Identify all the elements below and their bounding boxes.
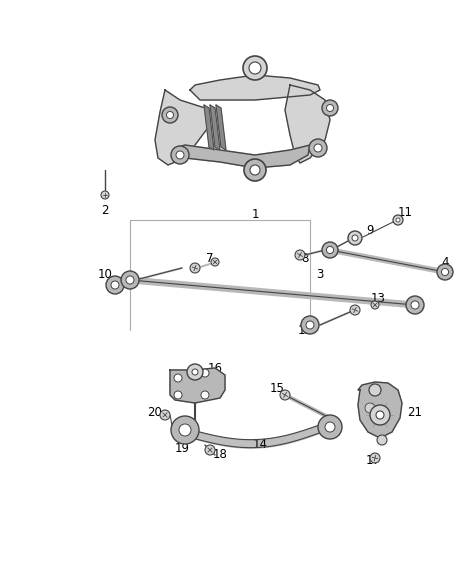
Circle shape — [201, 391, 209, 399]
Circle shape — [244, 159, 266, 181]
Circle shape — [372, 407, 382, 417]
Circle shape — [176, 151, 184, 159]
Circle shape — [371, 301, 379, 309]
Polygon shape — [358, 382, 402, 438]
Circle shape — [106, 276, 124, 294]
Text: 17: 17 — [365, 454, 381, 466]
Polygon shape — [172, 145, 310, 168]
Circle shape — [187, 364, 203, 380]
Text: 12: 12 — [298, 324, 312, 336]
Circle shape — [174, 391, 182, 399]
Circle shape — [379, 411, 389, 421]
Circle shape — [376, 411, 384, 419]
Text: 2: 2 — [101, 204, 109, 217]
Circle shape — [126, 276, 134, 284]
Polygon shape — [190, 75, 320, 100]
Text: 21: 21 — [408, 405, 422, 419]
Circle shape — [101, 191, 109, 199]
Circle shape — [249, 62, 261, 74]
Circle shape — [327, 247, 334, 254]
Text: 13: 13 — [371, 292, 385, 305]
Text: 16: 16 — [208, 362, 222, 374]
Text: 14: 14 — [253, 439, 267, 451]
Text: 9: 9 — [366, 224, 374, 236]
Circle shape — [250, 165, 260, 175]
Circle shape — [327, 105, 334, 112]
Text: 3: 3 — [316, 269, 324, 282]
Circle shape — [370, 453, 380, 463]
Circle shape — [162, 107, 178, 123]
Circle shape — [205, 445, 215, 455]
Text: 15: 15 — [270, 381, 284, 394]
Circle shape — [325, 422, 335, 432]
Circle shape — [411, 301, 419, 309]
Circle shape — [243, 56, 267, 80]
Circle shape — [370, 405, 390, 425]
Circle shape — [171, 146, 189, 164]
Text: 7: 7 — [206, 251, 214, 264]
Circle shape — [306, 321, 314, 329]
Circle shape — [201, 369, 209, 377]
Text: 8: 8 — [301, 251, 309, 264]
Polygon shape — [285, 85, 330, 163]
Circle shape — [192, 369, 198, 375]
Polygon shape — [216, 105, 226, 150]
Circle shape — [322, 100, 338, 116]
Circle shape — [365, 403, 375, 413]
Polygon shape — [204, 105, 214, 150]
Circle shape — [174, 374, 182, 382]
Text: 18: 18 — [212, 448, 228, 462]
Circle shape — [396, 218, 400, 222]
Circle shape — [309, 139, 327, 157]
Circle shape — [295, 250, 305, 260]
Circle shape — [377, 435, 387, 445]
Circle shape — [406, 296, 424, 314]
Circle shape — [280, 390, 290, 400]
Circle shape — [179, 424, 191, 436]
Circle shape — [318, 415, 342, 439]
Circle shape — [171, 416, 199, 444]
Circle shape — [352, 235, 358, 241]
Circle shape — [211, 258, 219, 266]
Circle shape — [190, 263, 200, 273]
Circle shape — [301, 316, 319, 334]
Text: 4: 4 — [441, 255, 449, 269]
Circle shape — [441, 269, 448, 275]
Circle shape — [166, 112, 173, 118]
Circle shape — [322, 242, 338, 258]
Circle shape — [314, 144, 322, 152]
Circle shape — [160, 410, 170, 420]
Text: 19: 19 — [174, 442, 190, 454]
Text: 1: 1 — [251, 209, 259, 221]
Polygon shape — [170, 368, 225, 403]
Text: 11: 11 — [398, 206, 412, 220]
Circle shape — [369, 384, 381, 396]
Circle shape — [121, 271, 139, 289]
Text: 20: 20 — [147, 405, 163, 419]
Circle shape — [326, 244, 334, 252]
Circle shape — [437, 264, 453, 280]
Polygon shape — [155, 90, 210, 165]
Circle shape — [350, 305, 360, 315]
Circle shape — [348, 231, 362, 245]
Text: 10: 10 — [98, 269, 112, 282]
Polygon shape — [210, 105, 220, 150]
Circle shape — [111, 281, 119, 289]
Circle shape — [393, 215, 403, 225]
